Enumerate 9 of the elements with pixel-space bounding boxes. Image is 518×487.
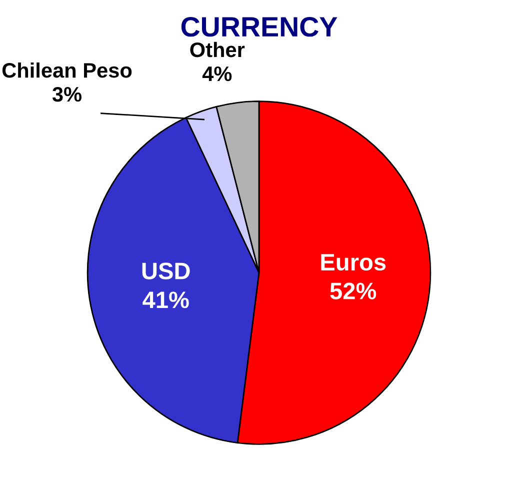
chart-title: CURRENCY <box>181 17 338 37</box>
data-label: 41% <box>142 292 189 308</box>
data-label: 52% <box>330 282 376 300</box>
slice-label: Other <box>190 42 245 58</box>
data-label: 3% <box>52 86 82 102</box>
slice-label: Chilean Peso <box>2 62 132 78</box>
slice-label: Euros <box>321 254 386 271</box>
data-label: 4% <box>202 66 232 82</box>
slice-label: USD <box>142 262 190 280</box>
